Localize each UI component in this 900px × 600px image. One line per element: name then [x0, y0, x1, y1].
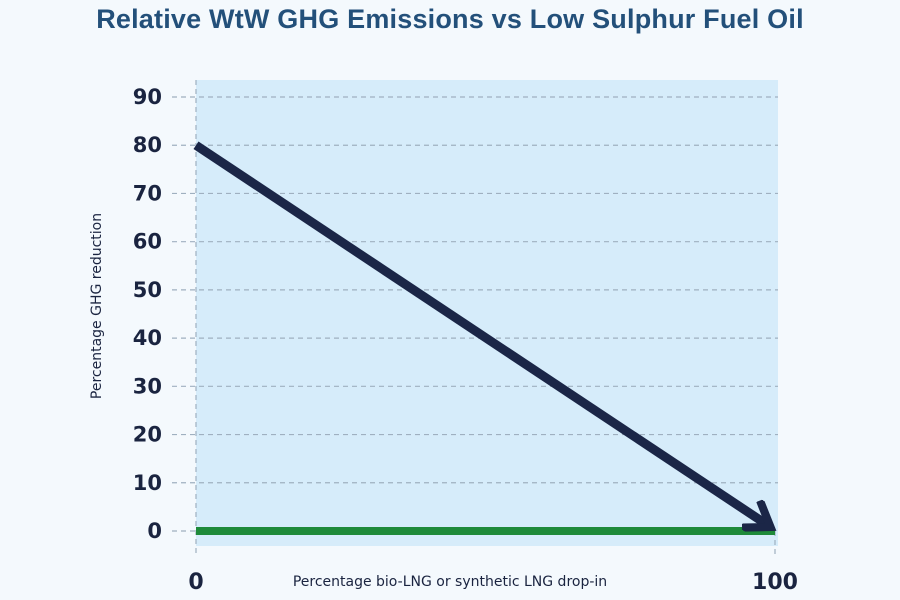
y-tick-label: 30 — [133, 374, 162, 398]
y-tick-label: 40 — [133, 326, 162, 350]
x-axis-label: Percentage bio-LNG or synthetic LNG drop… — [293, 574, 607, 590]
y-axis-label: Percentage GHG reduction — [89, 213, 105, 399]
y-tick-label: 90 — [133, 85, 162, 109]
series — [193, 141, 775, 535]
x-tick-label: 0 — [188, 570, 203, 595]
x-tick-label: 100 — [752, 570, 798, 595]
y-tick-label: 20 — [133, 423, 162, 447]
x-tick-labels: 0 100 — [188, 570, 798, 595]
y-tick-label: 10 — [133, 471, 162, 495]
y-tick-label: 50 — [133, 278, 162, 302]
y-tick-label: 70 — [133, 181, 162, 205]
chart-title: Relative WtW GHG Emissions vs Low Sulphu… — [96, 4, 804, 34]
y-tick-label: 60 — [133, 230, 162, 254]
series-arrow-line — [193, 141, 769, 526]
y-tick-label: 80 — [133, 133, 162, 157]
y-tick-label: 0 — [147, 519, 162, 543]
y-tick-labels: 0 10 20 30 40 50 60 70 80 90 — [133, 85, 162, 543]
